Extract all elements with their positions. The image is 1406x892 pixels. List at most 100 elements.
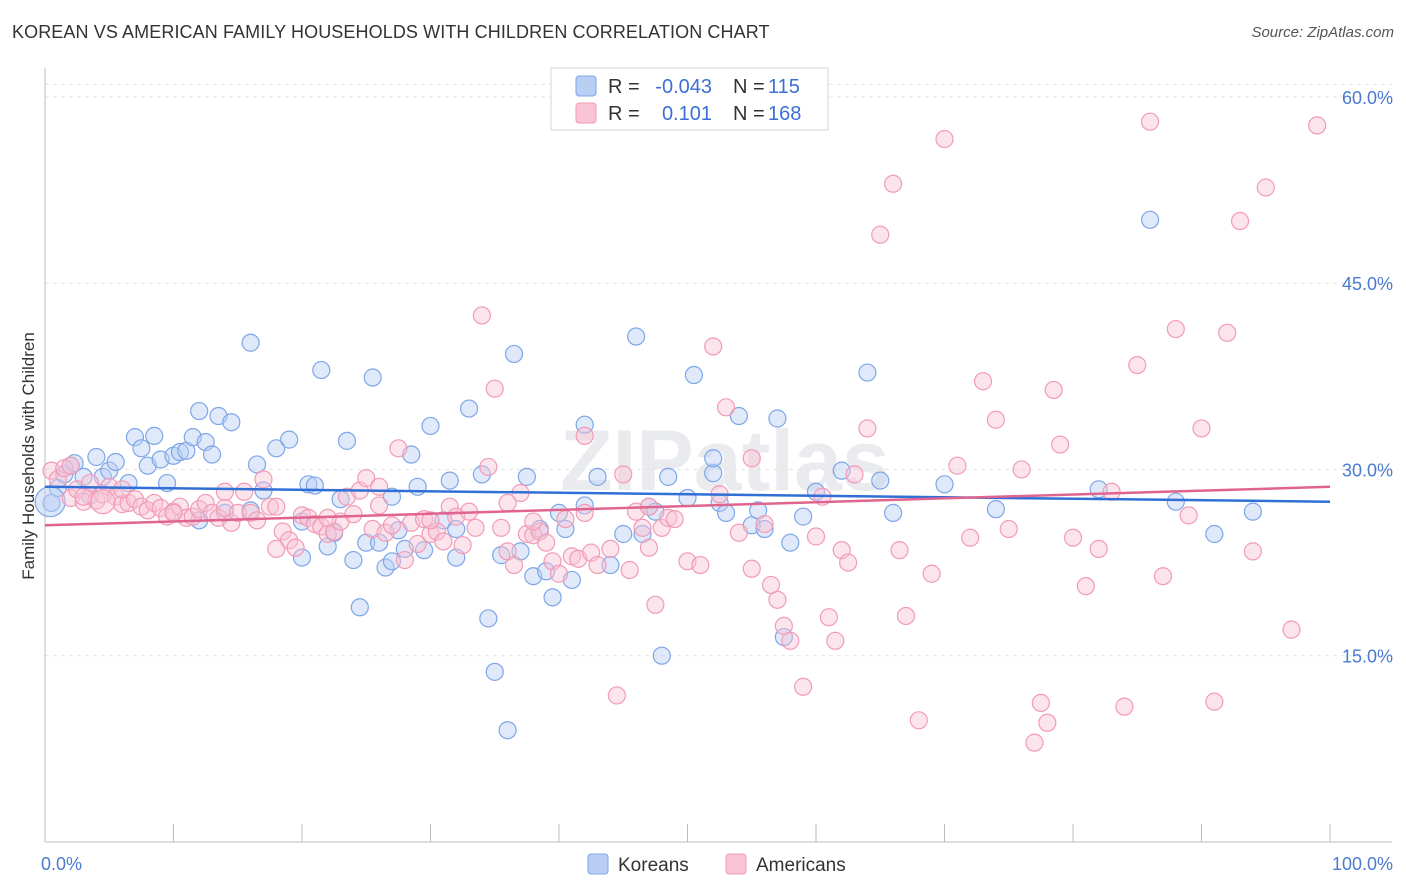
korean-point: [241, 333, 260, 352]
korean-point: [363, 368, 382, 387]
american-point: [280, 531, 299, 550]
korean-point: [684, 365, 704, 385]
american-point: [819, 608, 838, 627]
y-tick-labels: 15.0% 30.0% 45.0% 60.0%: [1342, 88, 1393, 667]
stats-legend: R = -0.043 N = 115 R = 0.101 N = 168: [550, 67, 829, 131]
korean-point: [344, 550, 363, 570]
american-point: [492, 518, 511, 537]
american-point: [549, 564, 569, 583]
american-point: [1218, 323, 1237, 342]
american-point: [260, 497, 279, 516]
korean-point: [1166, 492, 1185, 511]
legend-swatch-americans: [575, 102, 597, 124]
american-point: [466, 518, 485, 537]
korean-point: [871, 471, 890, 490]
american-point: [427, 522, 447, 541]
american-point: [575, 503, 594, 522]
american-point: [434, 532, 453, 551]
korean-point: [485, 662, 504, 681]
korean-point: [614, 524, 633, 544]
korean-point: [781, 533, 800, 552]
american-point: [961, 528, 980, 547]
american-point: [382, 516, 402, 535]
korean-point: [794, 507, 813, 526]
korean-point: [659, 467, 678, 486]
american-point: [794, 677, 813, 696]
korean-point: [716, 503, 736, 522]
korean-point: [588, 467, 607, 486]
american-point: [344, 505, 363, 524]
bottom-legend-label-koreans: Koreans: [618, 855, 689, 876]
american-point: [504, 555, 524, 575]
american-point: [607, 686, 626, 705]
korean-point: [459, 399, 479, 418]
korean-point: [543, 588, 562, 607]
bottom-legend-label-americans: Americans: [756, 855, 846, 876]
american-point: [537, 533, 556, 552]
american-point: [530, 522, 549, 541]
korean-point: [202, 445, 222, 464]
american-point: [845, 465, 864, 484]
korean-point: [935, 475, 954, 494]
korean-point: [125, 428, 145, 447]
korean-point: [729, 406, 749, 426]
legend-swatch-koreans: [575, 75, 597, 97]
legend-r-value-koreans: -0.043: [655, 76, 712, 98]
legend-n-label-koreans: N =: [733, 76, 765, 98]
korean-point: [382, 552, 402, 571]
korean-point: [678, 488, 697, 508]
american-point: [806, 527, 826, 546]
american-point: [1153, 567, 1173, 586]
american-point: [601, 539, 620, 559]
american-point: [74, 492, 93, 511]
american-point: [1063, 528, 1083, 547]
chart-source: Source: ZipAtlas.com: [1251, 24, 1394, 41]
american-point: [1051, 435, 1070, 454]
korean-point: [170, 442, 190, 462]
y-axis-title: Family Households with Children: [19, 332, 38, 580]
series-legend: Koreans Americans: [587, 853, 846, 876]
trend-line-koreans: [44, 485, 1331, 503]
legend-n-value-americans: 168: [768, 103, 801, 125]
american-point: [164, 503, 183, 522]
american-point: [524, 512, 543, 531]
american-point: [646, 595, 665, 614]
korean-point: [190, 401, 209, 421]
american-point: [1166, 319, 1185, 339]
korean-point: [421, 416, 440, 436]
korean-point: [1243, 502, 1263, 521]
american-point: [1243, 542, 1263, 561]
trend-line-americans: [44, 485, 1331, 527]
korean-point: [652, 646, 671, 665]
x-tick-labels: 0.0% 100.0%: [41, 854, 1393, 874]
korean-point: [498, 721, 517, 740]
american-point: [1179, 506, 1198, 525]
american-point: [1012, 460, 1031, 479]
korean-point: [768, 409, 787, 428]
american-point: [1230, 211, 1250, 231]
y-tick-label: 30.0%: [1342, 460, 1393, 480]
legend-n-label-americans: N =: [733, 103, 765, 125]
american-point: [986, 410, 1006, 429]
american-point: [1031, 693, 1050, 713]
american-point: [241, 503, 260, 522]
american-point: [235, 482, 254, 501]
american-point: [556, 509, 575, 529]
axes: [44, 68, 1392, 843]
american-point: [196, 493, 215, 513]
american-point: [826, 631, 845, 650]
american-point: [871, 225, 890, 244]
y-tick-label: 45.0%: [1342, 274, 1393, 294]
american-point: [1044, 380, 1063, 400]
american-point: [781, 631, 800, 650]
bottom-legend-swatch-americans: [725, 853, 747, 875]
american-point-cluster: [90, 489, 116, 515]
american-point: [408, 534, 427, 554]
korean-point: [479, 609, 498, 628]
american-point: [652, 518, 671, 537]
american-point: [485, 379, 504, 398]
y-tick-label: 60.0%: [1342, 88, 1393, 108]
american-point: [973, 372, 993, 391]
american-point: [376, 523, 395, 542]
korean-point: [858, 363, 877, 382]
